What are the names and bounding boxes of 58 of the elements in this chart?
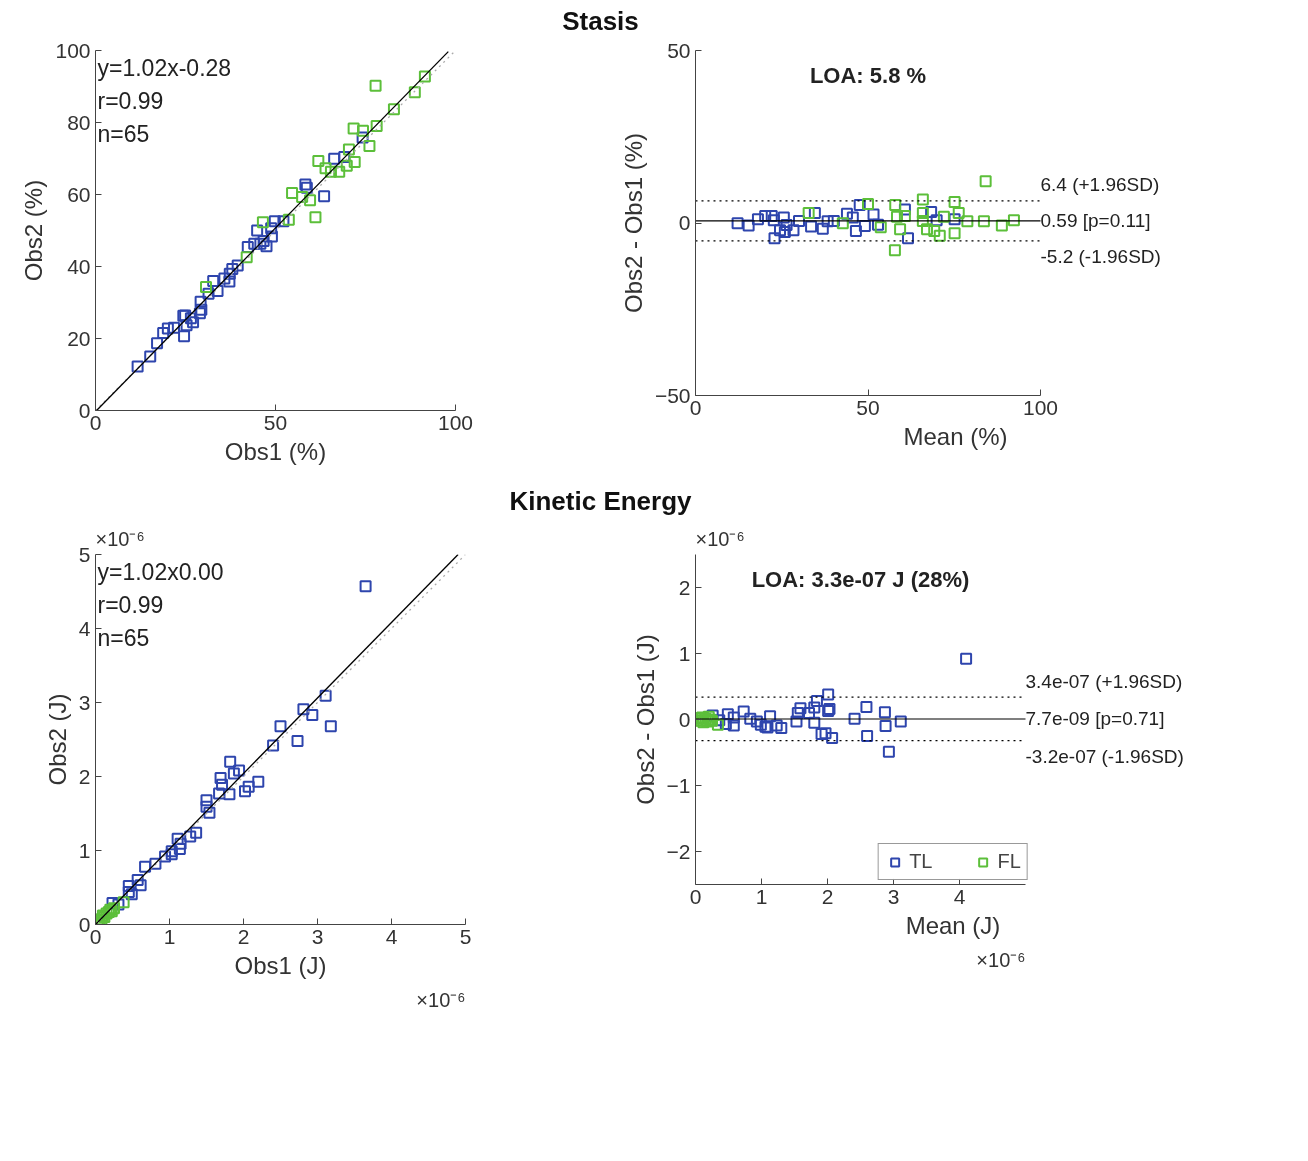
y-tick-label: 3	[78, 690, 91, 714]
y-tick-label: −50	[654, 383, 691, 407]
ref-line-label: -3.2e-07 (-1.96SD)	[1025, 746, 1184, 768]
y-tick-label: 80	[67, 110, 91, 134]
x-tick-label: 100	[437, 410, 474, 434]
y-axis-title: Obs2 (J)	[43, 693, 71, 786]
x-tick-label: 4	[385, 924, 398, 948]
y-tick-label: 0	[678, 211, 691, 234]
y-tick-label: 100	[55, 38, 91, 62]
y-tick-label: 4	[78, 616, 91, 640]
text: Stasis	[562, 5, 639, 36]
y-tick-label: 60	[67, 182, 91, 206]
x-tick-label: 100	[1022, 395, 1059, 419]
y-tick-label: 40	[67, 254, 91, 278]
x-tick-label: 3	[887, 884, 900, 908]
text: ×10⁻⁶	[976, 948, 1026, 971]
y-tick-label: 1	[78, 838, 91, 862]
ref-line-label: 7.7e-09 [p=0.71]	[1025, 708, 1165, 730]
y-tick-label: 20	[67, 326, 91, 350]
x-tick-label: 5	[459, 924, 472, 948]
y-axis-title: Obs2 - Obs1 (%)	[619, 132, 647, 314]
y-tick-label: 0	[678, 707, 691, 731]
y-axis-title: Obs2 (%)	[20, 179, 48, 282]
x-tick-label: 1	[163, 924, 176, 948]
text: ×10⁻⁶	[95, 527, 145, 550]
y-tick-label: 50	[667, 38, 691, 62]
annotation: y=1.02x-0.28	[97, 54, 232, 81]
x-tick-label: 50	[263, 410, 288, 434]
text: LOA: 3.3e-07 J (28%)	[751, 566, 970, 592]
text: ×10⁻⁶	[416, 988, 466, 1011]
legend-label: TL	[909, 850, 933, 873]
annotation: n=65	[97, 120, 150, 147]
text: LOA: 5.8 %	[809, 62, 927, 88]
x-tick-label: 3	[311, 924, 324, 948]
y-tick-label: 1	[678, 641, 691, 665]
x-tick-label: 50	[856, 395, 880, 419]
text: ×10⁻⁶	[695, 527, 745, 550]
x-axis-title: Obs1 (%)	[224, 437, 327, 465]
annotation: r=0.99	[97, 87, 164, 114]
x-tick-label: 2	[821, 884, 834, 908]
ref-line-label: 6.4 (+1.96SD)	[1040, 174, 1160, 196]
y-tick-label: −2	[666, 839, 691, 863]
x-tick-label: 4	[953, 884, 966, 908]
x-tick-label: 2	[237, 924, 250, 948]
x-axis-title: Mean (%)	[903, 422, 1008, 450]
y-tick-label: 2	[678, 575, 691, 599]
text: Kinetic Energy	[509, 485, 693, 516]
ref-line-label: 0.59 [p=0.11]	[1040, 210, 1151, 232]
x-axis-title: Mean (J)	[905, 911, 1001, 939]
x-axis-title: Obs1 (J)	[234, 951, 327, 979]
y-tick-label: 2	[78, 764, 91, 788]
y-axis-title: Obs2 - Obs1 (J)	[631, 634, 659, 805]
ref-line-label: -5.2 (-1.96SD)	[1040, 246, 1161, 268]
y-tick-label: 5	[78, 542, 91, 566]
x-tick-label: 1	[755, 884, 768, 908]
y-tick-label: −1	[666, 773, 691, 797]
ref-line-label: 3.4e-07 (+1.96SD)	[1025, 670, 1183, 692]
legend-label: FL	[997, 850, 1021, 873]
